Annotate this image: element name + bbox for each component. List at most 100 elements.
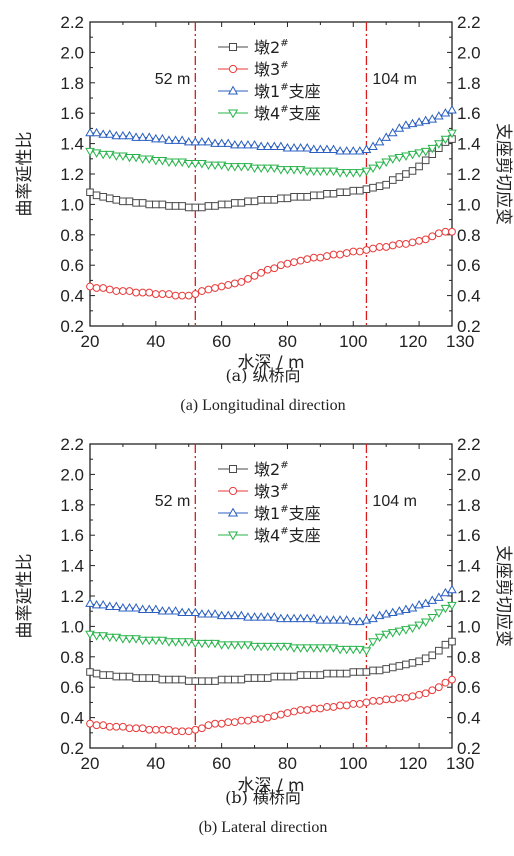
series-line	[89, 589, 453, 623]
data-point	[223, 138, 234, 147]
legend-suffix: 支座	[289, 526, 321, 545]
data-point	[105, 722, 114, 731]
data-point	[178, 675, 186, 684]
y-tick-label: 1.6	[60, 104, 84, 123]
y2-tick-label: 0.8	[457, 648, 481, 667]
data-point	[125, 724, 134, 733]
data-point	[420, 115, 431, 125]
data-point	[316, 253, 325, 262]
data-point	[144, 636, 155, 646]
data-point	[119, 672, 127, 681]
data-point	[85, 630, 95, 640]
data-point	[170, 135, 181, 144]
annotation-label: 52 m	[155, 493, 191, 510]
data-point	[119, 722, 127, 731]
data-point	[170, 606, 181, 615]
y-tick-label: 2.2	[60, 13, 84, 32]
y2-tick-label: 1.4	[457, 557, 481, 576]
data-point	[223, 641, 234, 650]
data-point	[104, 601, 115, 610]
data-point	[150, 636, 161, 646]
data-point	[197, 160, 207, 169]
data-point	[342, 669, 351, 678]
data-point	[105, 285, 114, 294]
data-point	[296, 671, 305, 679]
legend-label: 墩2#	[254, 460, 289, 479]
data-point	[388, 176, 397, 184]
data-point	[328, 167, 339, 177]
data-point	[322, 644, 332, 653]
data-point	[165, 725, 173, 734]
data-point	[349, 247, 358, 256]
data-point	[329, 189, 338, 198]
data-point	[341, 615, 352, 624]
data-point	[374, 633, 385, 643]
data-point	[211, 284, 219, 292]
data-point	[244, 716, 252, 725]
legend-superscript: #	[280, 104, 288, 115]
y-tick-label: 0.8	[60, 648, 84, 667]
y2-tick-label: 0.6	[457, 678, 481, 697]
data-point	[223, 163, 234, 172]
data-point	[158, 290, 167, 298]
data-point	[335, 146, 345, 155]
legend-label: 墩2#	[254, 38, 289, 57]
legend-label: 墩1#支座	[254, 504, 321, 523]
y2-tick-label: 1.2	[457, 587, 481, 606]
data-point	[210, 639, 220, 649]
legend-suffix: 支座	[289, 82, 321, 101]
data-point	[355, 169, 365, 178]
data-point	[151, 290, 160, 298]
data-point	[315, 167, 326, 177]
data-point	[401, 120, 411, 129]
x-tick-label: 130	[446, 332, 474, 351]
y-tick-label: 2.2	[60, 435, 84, 454]
data-point	[244, 274, 252, 283]
data-point	[387, 629, 398, 638]
series-square	[86, 637, 456, 685]
data-point	[414, 599, 424, 609]
data-point	[303, 255, 312, 264]
data-point	[269, 642, 280, 652]
data-point	[415, 162, 423, 171]
data-point	[171, 291, 180, 300]
data-point	[322, 167, 332, 177]
data-point	[210, 138, 220, 147]
y2-tick-label: 1.0	[457, 195, 481, 214]
data-point	[197, 639, 207, 649]
data-point	[434, 111, 444, 120]
data-point	[407, 624, 418, 634]
y2-tick-label: 2.0	[457, 465, 481, 484]
series-circle	[86, 227, 456, 300]
data-point	[302, 613, 313, 623]
data-point	[217, 675, 226, 684]
data-point	[137, 132, 148, 141]
legend-marker	[227, 531, 239, 541]
data-point	[131, 153, 141, 163]
data-point	[387, 127, 398, 137]
legend-marker	[228, 486, 238, 496]
data-point	[249, 139, 260, 149]
data-point	[158, 200, 167, 209]
data-point	[394, 153, 405, 163]
data-point	[203, 136, 214, 146]
data-point	[104, 633, 115, 643]
data-point	[401, 604, 411, 613]
data-point	[303, 193, 311, 201]
data-point	[428, 686, 437, 695]
data-point	[336, 188, 344, 197]
data-point	[315, 644, 326, 653]
data-point	[440, 108, 451, 117]
x-tick-label: 80	[278, 754, 297, 773]
data-point	[420, 147, 431, 157]
data-point	[92, 669, 101, 678]
data-point	[323, 669, 331, 678]
data-point	[328, 615, 339, 624]
x-tick-label: 120	[399, 754, 427, 773]
data-point	[374, 161, 385, 171]
data-point	[131, 132, 141, 141]
data-point	[105, 194, 114, 203]
legend-marker	[228, 64, 238, 74]
data-point	[290, 258, 298, 267]
